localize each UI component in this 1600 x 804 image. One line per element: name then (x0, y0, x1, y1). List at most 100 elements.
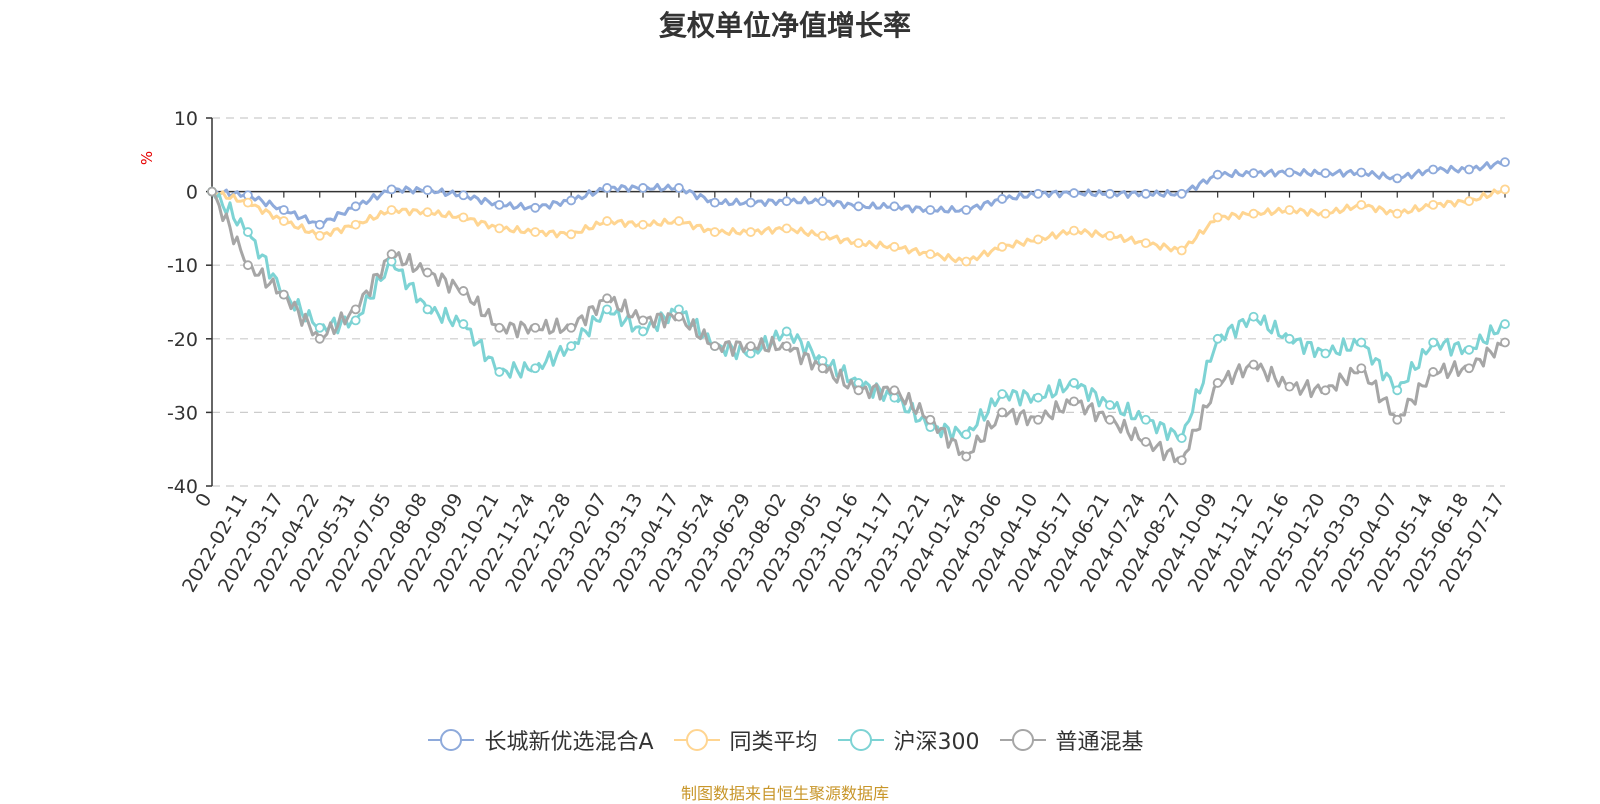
y-tick-label: 10 (174, 108, 198, 130)
data-point (638, 219, 648, 230)
data-point (1140, 414, 1151, 425)
data-point (1392, 414, 1403, 425)
data-point (781, 341, 792, 352)
series-line (211, 188, 1506, 264)
data-point (530, 363, 541, 374)
data-point (207, 186, 217, 197)
data-point (386, 205, 397, 215)
data-point (1500, 337, 1510, 348)
data-point (422, 267, 433, 278)
data-point (853, 238, 864, 249)
data-point (1500, 319, 1510, 329)
legend-item[interactable]: 沪深300 (836, 724, 980, 756)
data-point (1356, 363, 1367, 374)
data-point (638, 326, 648, 337)
data-point (817, 196, 828, 207)
data-point (314, 322, 325, 333)
legend-label: 长城新优选混合A (484, 730, 654, 755)
y-tick-label: -30 (167, 402, 198, 424)
legend-item[interactable]: 普通混基 (998, 724, 1144, 756)
data-point (422, 207, 433, 218)
data-point (566, 195, 577, 206)
data-point (925, 414, 936, 425)
data-point (458, 190, 469, 201)
data-point (1105, 230, 1115, 241)
legend-label: 沪深300 (893, 730, 980, 755)
data-point (997, 407, 1008, 418)
data-point (781, 223, 792, 234)
data-point (889, 241, 900, 252)
data-point (1392, 385, 1403, 396)
data-point (961, 205, 972, 215)
data-point (961, 256, 972, 267)
data-point (1464, 164, 1474, 175)
data-point (494, 199, 505, 210)
data-point (530, 202, 541, 213)
data-point (566, 322, 577, 333)
data-point (458, 319, 469, 329)
legend-line-circle-icon (673, 729, 720, 751)
chart-title: 复权单位净值增长率 (658, 9, 911, 42)
data-point (1500, 157, 1510, 168)
data-point (745, 197, 756, 208)
data-point (1105, 414, 1115, 425)
data-point (674, 216, 684, 226)
legend: 长城新优选混合A 同类平均 沪深300 普通混基 (0, 722, 1570, 758)
data-point (745, 227, 756, 237)
data-point (314, 333, 325, 344)
data-point (458, 286, 469, 296)
data-point (458, 212, 469, 223)
data-point (386, 184, 397, 195)
data-point (422, 185, 433, 196)
data-point (1212, 169, 1223, 180)
data-point (422, 304, 433, 315)
data-point (1033, 392, 1043, 403)
data-point (1212, 333, 1223, 344)
legend-item[interactable]: 长城新优选混合A (426, 724, 654, 756)
data-point (997, 241, 1008, 252)
data-point (1033, 234, 1043, 245)
y-tick-label: 0 (186, 182, 198, 204)
data-point (1212, 212, 1223, 223)
legend-line-circle-icon (999, 729, 1046, 751)
data-point (1428, 199, 1439, 210)
data-point (1320, 348, 1331, 359)
data-point (1284, 167, 1295, 178)
data-point (1320, 168, 1331, 179)
data-point (602, 293, 612, 304)
data-point (1105, 400, 1115, 410)
data-point (889, 385, 900, 396)
data-point (350, 304, 361, 315)
data-point (1428, 164, 1439, 175)
source-note: 制图数据来自恒生聚源数据库 (680, 784, 889, 803)
series-line (210, 190, 1506, 464)
data-point (1248, 311, 1259, 322)
data-point (494, 367, 505, 377)
legend-item[interactable]: 同类平均 (672, 724, 818, 756)
data-point (925, 249, 936, 260)
data-point (781, 326, 792, 337)
data-point (1464, 363, 1474, 374)
series-markers (207, 157, 1510, 466)
data-point (1212, 378, 1223, 388)
data-point (745, 341, 756, 352)
data-point (781, 196, 792, 207)
data-point (602, 183, 612, 193)
data-point (1140, 188, 1151, 199)
data-point (494, 322, 505, 333)
data-point (638, 183, 648, 193)
data-point (1033, 188, 1043, 199)
data-point (386, 249, 397, 260)
data-point (243, 227, 253, 237)
data-point (961, 451, 972, 462)
data-point (1176, 455, 1187, 466)
data-point (530, 322, 541, 333)
data-point (709, 197, 720, 208)
data-point (566, 341, 577, 352)
legend-line-circle-icon (837, 729, 884, 751)
data-point (1284, 333, 1295, 344)
data-point (1392, 208, 1403, 219)
legend-line-circle-icon (428, 729, 475, 751)
data-point (1356, 337, 1367, 348)
